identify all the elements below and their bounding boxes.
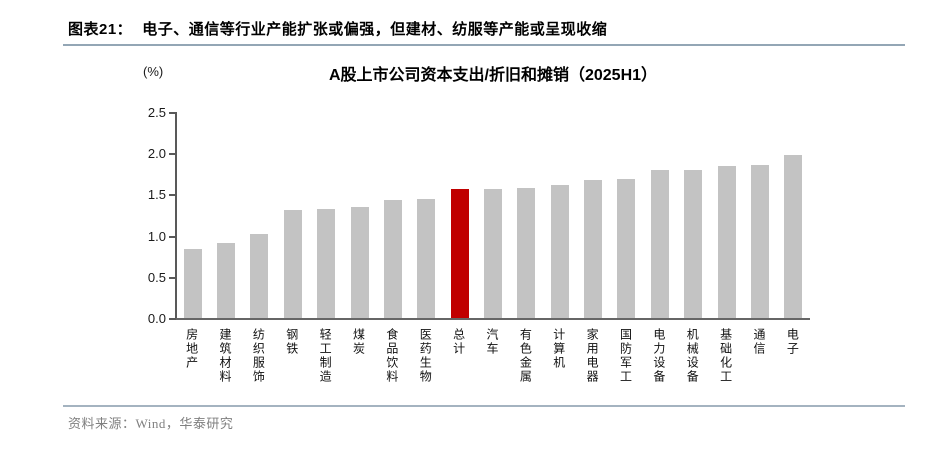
x-axis-label: 轻工制造 [318, 328, 333, 384]
y-tick-label: 2.5 [147, 105, 166, 120]
x-axis-label: 机械设备 [685, 328, 700, 384]
figure-header: 图表21： 电子、通信等行业产能扩张或偏强，但建材、纺服等产能或呈现收缩 [68, 18, 908, 39]
bar [317, 209, 336, 318]
x-axis-label: 计算机 [551, 328, 566, 370]
x-axis-label: 家用电器 [585, 328, 600, 384]
x-axis-label: 医药生物 [418, 328, 433, 384]
bar [183, 248, 202, 318]
x-axis-label: 有色金属 [518, 328, 533, 384]
bar [617, 178, 636, 318]
y-tick-mark [169, 276, 175, 279]
bar [717, 166, 736, 318]
y-axis-unit-label: (%) [143, 64, 164, 79]
bar [350, 206, 369, 318]
bar-chart-plot-area: 0.0 0.5 1.0 1.5 2.0 2.5 [148, 105, 810, 326]
x-axis-label: 电力设备 [651, 328, 666, 384]
y-tick-label: 1.5 [147, 187, 166, 203]
y-tick-mark [169, 194, 175, 197]
x-axis-label: 电子 [785, 328, 800, 356]
x-axis-label: 基础化工 [718, 328, 733, 384]
y-tick-mark [169, 153, 175, 156]
x-axis-label: 汽车 [485, 328, 499, 356]
bar [250, 233, 269, 318]
bar [417, 198, 436, 318]
figure-number-label: 图表21： [68, 21, 133, 38]
y-tick-mark [169, 318, 175, 320]
bar [283, 210, 302, 318]
y-tick-label: 1.0 [147, 228, 166, 244]
figure-title: 电子、通信等行业产能扩张或偏强，但建材、纺服等产能或呈现收缩 [142, 21, 608, 38]
bar [684, 169, 703, 318]
bar [650, 169, 669, 318]
x-axis-label: 通信 [751, 328, 766, 356]
y-tick-label: 0.0 [147, 311, 166, 326]
source-note: 资料来源：Wind，华泰研究 [68, 416, 234, 431]
header-divider [63, 44, 905, 46]
y-tick-mark [169, 235, 175, 238]
y-axis-line [175, 112, 177, 320]
bar [517, 187, 536, 318]
x-axis-label: 钢铁 [284, 328, 299, 356]
x-axis-label: 食品饮料 [384, 328, 399, 384]
x-axis-line [176, 318, 810, 320]
bar [584, 179, 603, 318]
chart-title: A股上市公司资本支出/折旧和摊销（2025H1） [328, 67, 658, 84]
footer-divider [63, 405, 905, 407]
x-axis-label: 总计 [451, 328, 466, 356]
bar [784, 154, 803, 318]
x-axis-label: 煤炭 [351, 328, 366, 356]
y-tick-label: 0.5 [147, 269, 166, 285]
y-tick-mark [169, 112, 175, 114]
bar-highlight-total [450, 189, 469, 318]
bar [750, 164, 769, 318]
x-axis-labels: 房地产 建筑材料 纺织服饰 钢铁 轻工制造 煤炭 食品饮料 医药生物 总计 汽车 有色金属 计算机 家用… [176, 328, 810, 400]
x-axis-label: 建筑材料 [218, 328, 233, 384]
bar [550, 184, 569, 318]
x-axis-label: 国防军工 [618, 328, 633, 384]
bar [484, 188, 502, 318]
bar [217, 243, 236, 318]
bar [383, 200, 402, 318]
x-axis-label: 房地产 [184, 328, 199, 370]
y-tick-label: 2.0 [147, 146, 166, 162]
x-axis-label: 纺织服饰 [251, 328, 266, 384]
